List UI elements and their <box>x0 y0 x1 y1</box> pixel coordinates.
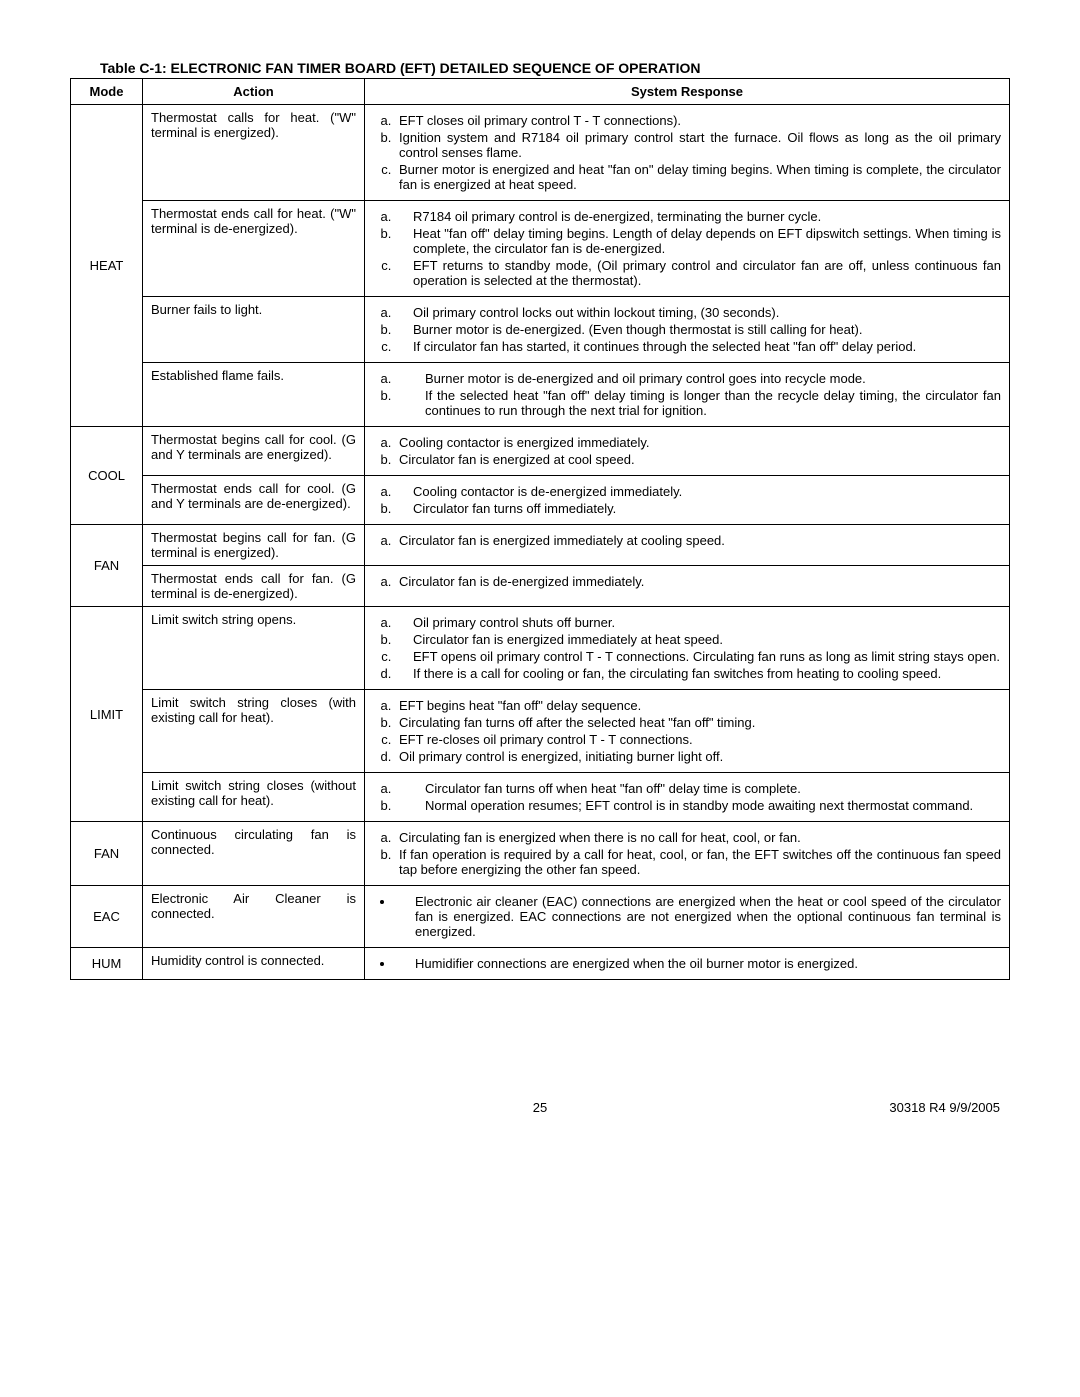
response-item: Burner motor is energized and heat "fan … <box>395 162 1001 192</box>
response-item: Circulator fan is energized immediately … <box>395 533 1001 548</box>
response-item: Oil primary control locks out within loc… <box>395 305 1001 320</box>
response-cell: EFT begins heat "fan off" delay sequence… <box>365 690 1010 773</box>
response-item: R7184 oil primary control is de-energize… <box>395 209 1001 224</box>
action-cell: Electronic Air Cleaner is connected. <box>143 886 365 948</box>
response-item: If circulator fan has started, it contin… <box>395 339 1001 354</box>
response-item: Cooling contactor is de-energized immedi… <box>395 484 1001 499</box>
action-cell: Limit switch string opens. <box>143 607 365 690</box>
response-item: Normal operation resumes; EFT control is… <box>395 798 1001 813</box>
response-cell: Cooling contactor is de-energized immedi… <box>365 476 1010 525</box>
response-cell: Circulator fan turns off when heat "fan … <box>365 773 1010 822</box>
mode-fan2: FAN <box>71 822 143 886</box>
action-cell: Established flame fails. <box>143 363 365 427</box>
response-item: Circulator fan is de-energized immediate… <box>395 574 1001 589</box>
response-item: Electronic air cleaner (EAC) connections… <box>395 894 1001 939</box>
response-item: EFT opens oil primary control T - T conn… <box>395 649 1001 664</box>
response-item: Circulator fan is energized immediately … <box>395 632 1001 647</box>
mode-eac: EAC <box>71 886 143 948</box>
response-cell: Burner motor is de-energized and oil pri… <box>365 363 1010 427</box>
header-response: System Response <box>365 79 1010 105</box>
response-cell: Electronic air cleaner (EAC) connections… <box>365 886 1010 948</box>
response-cell: Oil primary control shuts off burner. Ci… <box>365 607 1010 690</box>
response-item: EFT begins heat "fan off" delay sequence… <box>395 698 1001 713</box>
response-cell: Circulator fan is de-energized immediate… <box>365 566 1010 607</box>
action-cell: Burner fails to light. <box>143 297 365 363</box>
mode-limit: LIMIT <box>71 607 143 822</box>
action-cell: Limit switch string closes (with existin… <box>143 690 365 773</box>
response-cell: Oil primary control locks out within loc… <box>365 297 1010 363</box>
response-item: Circulator fan is energized at cool spee… <box>395 452 1001 467</box>
response-item: Circulator fan turns off when heat "fan … <box>395 781 1001 796</box>
response-cell: Circulator fan is energized immediately … <box>365 525 1010 566</box>
mode-cool: COOL <box>71 427 143 525</box>
response-item: Circulating fan turns off after the sele… <box>395 715 1001 730</box>
response-item: Oil primary control is energized, initia… <box>395 749 1001 764</box>
response-cell: Humidifier connections are energized whe… <box>365 948 1010 980</box>
header-action: Action <box>143 79 365 105</box>
response-cell: Circulating fan is energized when there … <box>365 822 1010 886</box>
response-cell: R7184 oil primary control is de-energize… <box>365 201 1010 297</box>
response-item: Circulator fan turns off immediately. <box>395 501 1001 516</box>
table-title: Table C-1: ELECTRONIC FAN TIMER BOARD (E… <box>70 60 1010 76</box>
action-cell: Limit switch string closes (without exis… <box>143 773 365 822</box>
action-cell: Thermostat begins call for cool. (G and … <box>143 427 365 476</box>
response-item: If the selected heat "fan off" delay tim… <box>395 388 1001 418</box>
response-cell: EFT closes oil primary control T - T con… <box>365 105 1010 201</box>
doc-reference: 30318 R4 9/9/2005 <box>693 1100 1000 1115</box>
response-item: Burner motor is de-energized and oil pri… <box>395 371 1001 386</box>
action-cell: Thermostat calls for heat. ("W" terminal… <box>143 105 365 201</box>
response-item: Oil primary control shuts off burner. <box>395 615 1001 630</box>
mode-fan: FAN <box>71 525 143 607</box>
action-cell: Thermostat begins call for fan. (G termi… <box>143 525 365 566</box>
mode-hum: HUM <box>71 948 143 980</box>
response-item: EFT returns to standby mode, (Oil primar… <box>395 258 1001 288</box>
action-cell: Thermostat ends call for heat. ("W" term… <box>143 201 365 297</box>
response-item: If fan operation is required by a call f… <box>395 847 1001 877</box>
response-item: Burner motor is de-energized. (Even thou… <box>395 322 1001 337</box>
response-cell: Cooling contactor is energized immediate… <box>365 427 1010 476</box>
action-cell: Humidity control is connected. <box>143 948 365 980</box>
response-item: Ignition system and R7184 oil primary co… <box>395 130 1001 160</box>
mode-heat: HEAT <box>71 105 143 427</box>
response-item: Cooling contactor is energized immediate… <box>395 435 1001 450</box>
action-cell: Thermostat ends call for fan. (G termina… <box>143 566 365 607</box>
response-item: EFT closes oil primary control T - T con… <box>395 113 1001 128</box>
response-item: EFT re-closes oil primary control T - T … <box>395 732 1001 747</box>
response-item: Heat "fan off" delay timing begins. Leng… <box>395 226 1001 256</box>
page-footer: 25 30318 R4 9/9/2005 <box>70 1100 1010 1115</box>
sequence-table: Mode Action System Response HEAT Thermos… <box>70 78 1010 980</box>
response-item: If there is a call for cooling or fan, t… <box>395 666 1001 681</box>
action-cell: Continuous circulating fan is connected. <box>143 822 365 886</box>
response-item: Humidifier connections are energized whe… <box>395 956 1001 971</box>
response-item: Circulating fan is energized when there … <box>395 830 1001 845</box>
action-cell: Thermostat ends call for cool. (G and Y … <box>143 476 365 525</box>
page-number: 25 <box>387 1100 694 1115</box>
header-mode: Mode <box>71 79 143 105</box>
